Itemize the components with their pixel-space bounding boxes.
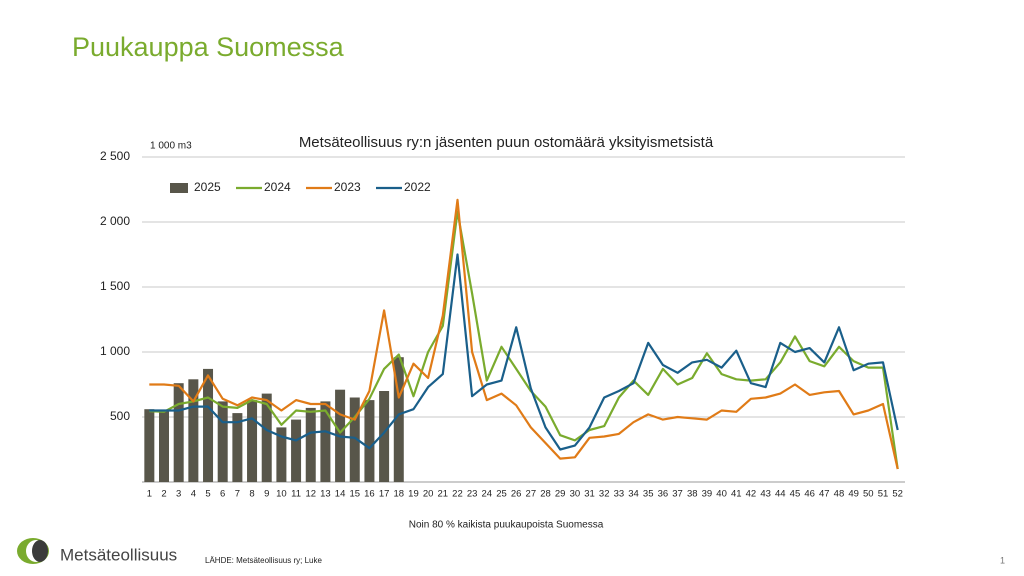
- x-tick-label: 46: [804, 489, 815, 500]
- x-tick-label: 28: [540, 489, 551, 500]
- x-tick-label: 29: [555, 489, 566, 500]
- x-tick-label: 34: [628, 489, 639, 500]
- x-tick-label: 36: [658, 489, 669, 500]
- x-tick-label: 3: [176, 489, 181, 500]
- x-tick-label: 35: [643, 489, 654, 500]
- x-tick-label: 17: [379, 489, 390, 500]
- x-tick-label: 6: [220, 489, 225, 500]
- x-tick-label: 15: [349, 489, 360, 500]
- x-tick-label: 33: [614, 489, 625, 500]
- x-tick-label: 39: [702, 489, 713, 500]
- x-tick-label: 26: [511, 489, 522, 500]
- line: [149, 253, 899, 451]
- x-tick-label: 4: [191, 489, 196, 500]
- bar: [203, 368, 214, 482]
- x-tick-label: 30: [570, 489, 581, 500]
- x-tick-label: 18: [393, 489, 404, 500]
- y-tick-label: 1 000: [100, 344, 130, 358]
- x-tick-label: 10: [276, 489, 287, 500]
- x-tick-label: 45: [790, 489, 801, 500]
- bar: [217, 401, 228, 482]
- chart-title: Metsäteollisuus ry:n jäsenten puun ostom…: [299, 134, 714, 151]
- x-tick-label: 14: [335, 489, 346, 500]
- source: LÄHDE: Metsäteollisuus ry; Luke: [205, 556, 322, 565]
- x-tick-label: 42: [746, 489, 757, 500]
- y-tick-label: 500: [110, 409, 130, 423]
- legend-label: 2025: [194, 180, 221, 194]
- unit-label: 1 000 m3: [150, 141, 192, 152]
- bar: [261, 393, 272, 482]
- legend-label: 2022: [404, 180, 431, 194]
- x-tick-label: 20: [423, 489, 434, 500]
- legend-label: 2024: [264, 180, 291, 194]
- line: [149, 210, 899, 470]
- page-number: 1: [1000, 555, 1005, 565]
- legend-swatch: [170, 183, 188, 193]
- logo: [17, 538, 49, 564]
- x-tick-label: 22: [452, 489, 463, 500]
- bar: [379, 391, 390, 482]
- x-tick-label: 13: [320, 489, 331, 500]
- x-tick-label: 24: [482, 489, 493, 500]
- bar: [232, 413, 243, 482]
- bar: [364, 400, 375, 482]
- bar: [276, 427, 287, 482]
- x-tick-label: 40: [716, 489, 727, 500]
- x-tick-label: 38: [687, 489, 698, 500]
- x-tick-label: 41: [731, 489, 742, 500]
- x-tick-label: 37: [672, 489, 683, 500]
- x-tick-label: 8: [249, 489, 254, 500]
- bar: [144, 409, 155, 482]
- x-tick-label: 48: [834, 489, 845, 500]
- bar: [291, 419, 302, 482]
- x-axis-label: Noin 80 % kaikista puukaupoista Suomessa: [409, 520, 604, 531]
- x-tick-label: 31: [584, 489, 595, 500]
- bar: [349, 397, 360, 482]
- slide-title: Puukauppa Suomessa: [72, 32, 345, 62]
- x-tick-label: 12: [305, 489, 316, 500]
- logo-text: Metsäteollisuus: [60, 545, 177, 564]
- x-tick-label: 51: [878, 489, 889, 500]
- bar: [247, 400, 258, 482]
- x-tick-label: 27: [526, 489, 537, 500]
- legend-label: 2023: [334, 180, 361, 194]
- x-tick-label: 9: [264, 489, 269, 500]
- x-tick-label: 21: [438, 489, 449, 500]
- x-tick-label: 19: [408, 489, 419, 500]
- x-tick-label: 25: [496, 489, 507, 500]
- x-tick-label: 32: [599, 489, 610, 500]
- x-tick-label: 47: [819, 489, 830, 500]
- x-tick-label: 44: [775, 489, 786, 500]
- bar: [188, 379, 199, 482]
- bar: [320, 401, 331, 482]
- bar: [173, 383, 184, 482]
- x-tick-label: 7: [235, 489, 240, 500]
- logo-mark: [32, 540, 48, 562]
- x-tick-label: 16: [364, 489, 375, 500]
- x-tick-label: 43: [760, 489, 771, 500]
- bar: [305, 407, 316, 482]
- x-tick-label: 5: [205, 489, 210, 500]
- y-tick-label: 2 000: [100, 214, 130, 228]
- x-tick-label: 49: [848, 489, 859, 500]
- y-tick-label: 1 500: [100, 279, 130, 293]
- x-tick-label: 1: [147, 489, 152, 500]
- line: [149, 198, 899, 470]
- x-tick-label: 2: [161, 489, 166, 500]
- bar: [159, 410, 170, 482]
- x-tick-label: 23: [467, 489, 478, 500]
- x-tick-label: 50: [863, 489, 874, 500]
- y-tick-label: 2 500: [100, 149, 130, 163]
- bar: [393, 357, 404, 482]
- x-tick-label: 52: [892, 489, 903, 500]
- x-tick-label: 11: [291, 489, 301, 500]
